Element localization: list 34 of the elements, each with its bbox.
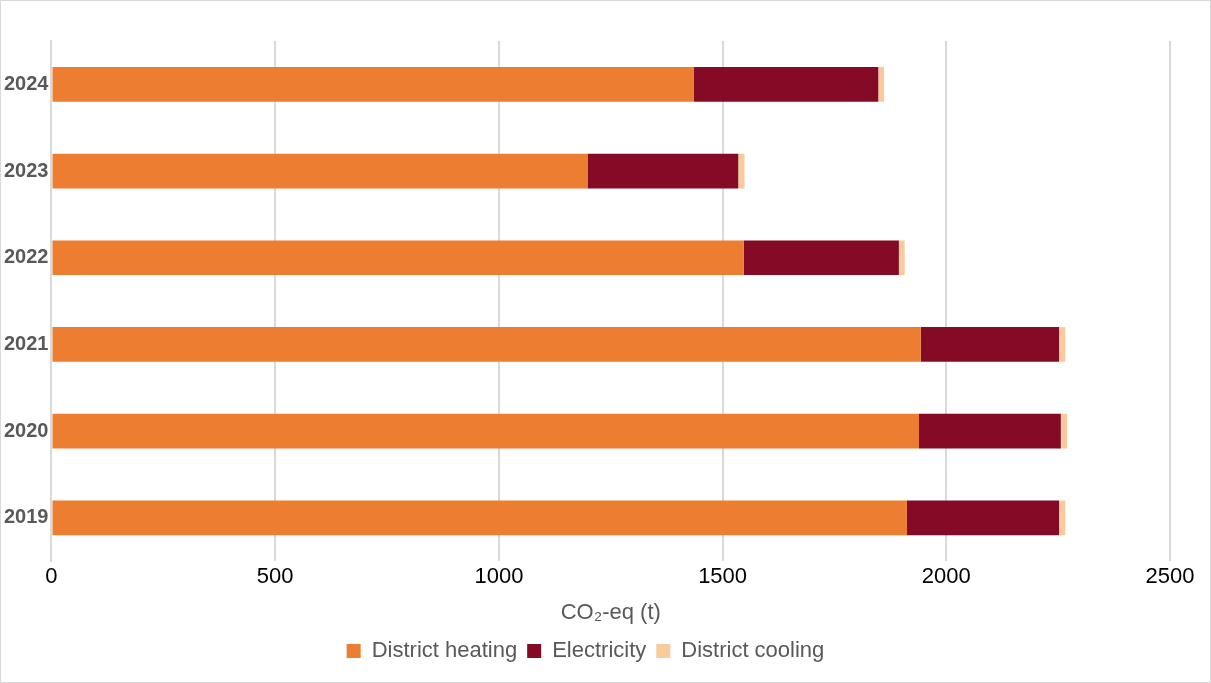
bar <box>878 67 885 102</box>
bar <box>52 500 907 536</box>
bar <box>52 153 588 189</box>
x-tick-label: 2500 <box>1145 563 1195 589</box>
y-tick-label: 2020 <box>3 418 49 441</box>
x-tick-label: 1500 <box>698 563 748 589</box>
legend-label: Electricity <box>552 637 647 663</box>
legend-label: District cooling <box>681 637 825 663</box>
x-tick-label: 500 <box>256 563 294 589</box>
y-tick-label: 2021 <box>3 331 49 354</box>
y-tick-label: 2023 <box>3 158 49 181</box>
bar <box>52 327 921 362</box>
bar <box>743 240 899 276</box>
x-tick-label: 1000 <box>474 563 524 589</box>
bar <box>52 240 744 276</box>
bar <box>693 67 879 102</box>
bar <box>587 153 739 189</box>
bar <box>1060 413 1068 449</box>
x-axis-title: CO₂-eq (t) <box>560 598 661 624</box>
y-tick-label: 2024 <box>3 71 50 94</box>
x-tick-label: 0 <box>45 563 58 589</box>
bar <box>906 500 1060 536</box>
bar <box>52 413 920 449</box>
bar <box>898 240 905 276</box>
y-tick-label: 2019 <box>3 505 49 528</box>
x-tick-label: 2000 <box>921 563 971 589</box>
bar <box>1059 500 1066 536</box>
bar <box>920 327 1060 362</box>
bar <box>52 67 694 102</box>
bar <box>1059 327 1066 362</box>
bar <box>919 413 1061 449</box>
legend-label: District heating <box>371 637 518 663</box>
y-tick-label: 2022 <box>3 245 49 268</box>
bar <box>738 153 745 189</box>
